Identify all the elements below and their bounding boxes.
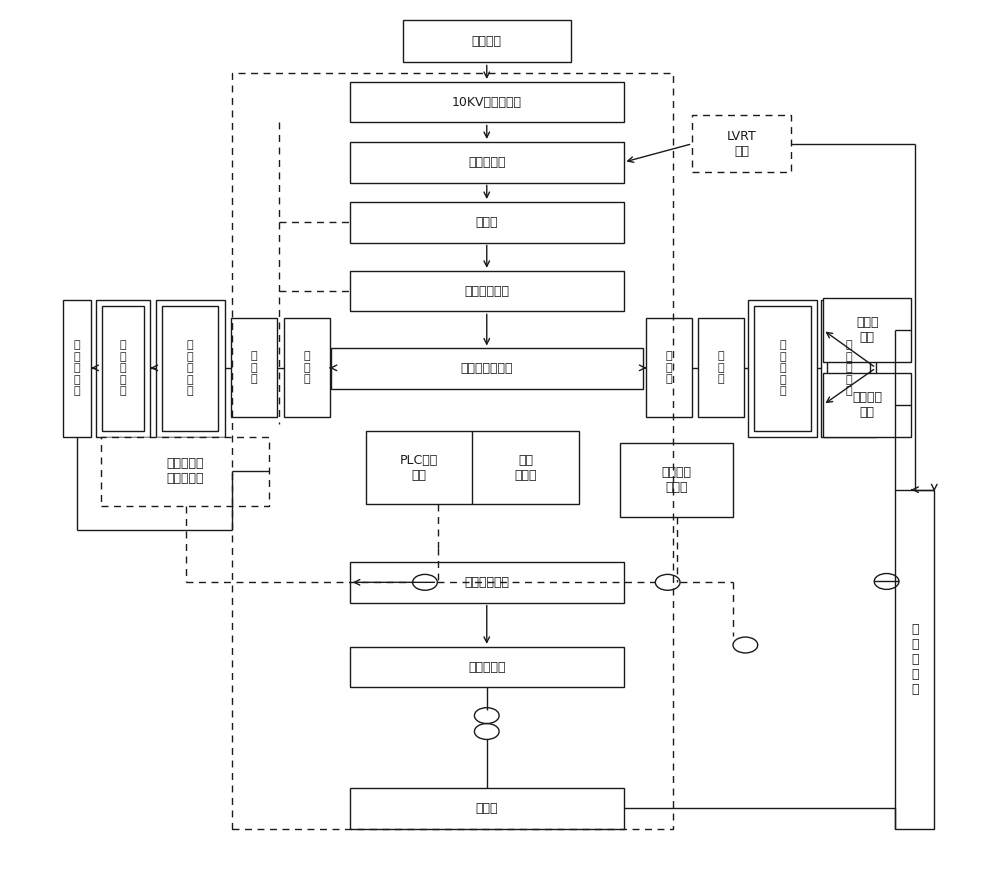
Text: 联
轴
节: 联 轴 节 bbox=[665, 351, 672, 385]
Bar bbox=[823, 298, 911, 362]
Bar bbox=[821, 300, 876, 437]
Text: 直
驱
型
机
组: 直 驱 型 机 组 bbox=[74, 340, 81, 397]
Bar bbox=[698, 318, 744, 417]
Text: 担
矩
仪: 担 矩 仪 bbox=[717, 351, 724, 385]
Bar bbox=[748, 300, 817, 437]
Text: 全功率变流器: 全功率变流器 bbox=[464, 575, 509, 589]
Bar bbox=[350, 788, 624, 828]
Text: 工业电网: 工业电网 bbox=[472, 34, 502, 48]
Bar bbox=[646, 318, 692, 417]
Text: 馈电柜: 馈电柜 bbox=[476, 802, 498, 815]
Text: 减
速
齿
轮
箱: 减 速 齿 轮 箱 bbox=[187, 340, 194, 397]
Bar bbox=[102, 306, 144, 431]
Bar bbox=[350, 202, 624, 242]
Bar bbox=[96, 300, 150, 437]
Text: 双馈型
机组: 双馈型 机组 bbox=[856, 316, 878, 344]
Bar bbox=[823, 373, 911, 437]
Bar bbox=[350, 562, 624, 603]
Text: 联
轴
节: 联 轴 节 bbox=[303, 351, 310, 385]
Bar bbox=[284, 318, 330, 417]
Bar bbox=[366, 431, 579, 504]
Text: LVRT
装置: LVRT 装置 bbox=[727, 130, 757, 157]
Bar bbox=[350, 142, 624, 182]
Bar bbox=[350, 82, 624, 123]
Text: 双轴伸拖动电机: 双轴伸拖动电机 bbox=[461, 362, 513, 375]
Bar bbox=[620, 443, 733, 517]
Bar bbox=[101, 437, 269, 506]
Text: 风
轮
模
拟
器: 风 轮 模 拟 器 bbox=[845, 340, 852, 397]
Bar bbox=[231, 318, 277, 417]
Bar bbox=[232, 73, 673, 828]
Bar bbox=[827, 306, 870, 431]
Text: 双
馈
变
流
器: 双 馈 变 流 器 bbox=[911, 622, 919, 696]
Text: 减
速
齿
轮
箱: 减 速 齿 轮 箱 bbox=[779, 340, 786, 397]
Text: 电能质量
分析仪: 电能质量 分析仪 bbox=[662, 466, 692, 494]
Bar bbox=[350, 647, 624, 688]
Bar bbox=[895, 490, 934, 828]
Text: 半直驱型
机组: 半直驱型 机组 bbox=[852, 391, 882, 419]
Text: 全功率变流器: 全功率变流器 bbox=[464, 285, 509, 298]
Bar bbox=[63, 300, 91, 437]
Bar bbox=[403, 20, 571, 63]
Bar bbox=[350, 271, 624, 311]
Bar bbox=[162, 306, 218, 431]
Text: 转接开关柜: 转接开关柜 bbox=[468, 660, 506, 674]
Bar bbox=[331, 348, 643, 389]
Text: PLC现场
信号: PLC现场 信号 bbox=[400, 453, 438, 482]
Text: 配电变压器: 配电变压器 bbox=[468, 156, 506, 169]
Text: 中心
控制台: 中心 控制台 bbox=[514, 453, 537, 482]
Text: 10KV进线开关柜: 10KV进线开关柜 bbox=[452, 95, 522, 109]
Text: 受电柜: 受电柜 bbox=[476, 216, 498, 229]
Bar bbox=[754, 306, 811, 431]
Text: 担
矩
仪: 担 矩 仪 bbox=[250, 351, 257, 385]
Text: 功率测量仪
波形记录仪: 功率测量仪 波形记录仪 bbox=[166, 457, 204, 485]
Bar bbox=[692, 116, 791, 171]
Text: 风
轮
模
拟
器: 风 轮 模 拟 器 bbox=[120, 340, 126, 397]
Bar bbox=[156, 300, 225, 437]
